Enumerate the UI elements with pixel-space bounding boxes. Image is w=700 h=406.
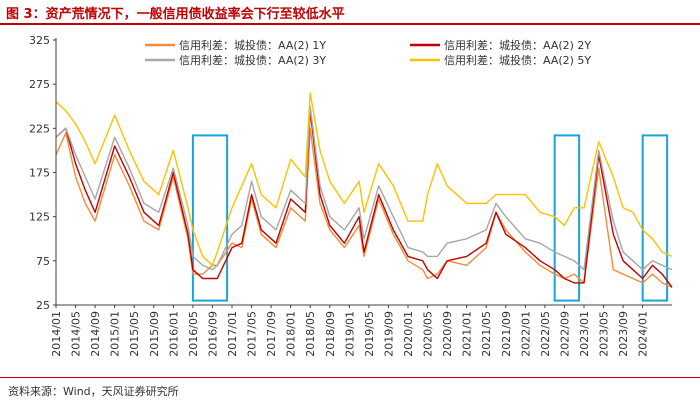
x-tick-label: 2014/01: [50, 311, 63, 357]
x-tick-label: 2017/09: [265, 311, 278, 357]
y-tick-label: 225: [29, 122, 50, 135]
x-tick-label: 2024/01: [637, 311, 650, 357]
x-tick-label: 2014/09: [89, 311, 102, 357]
legend-label-4: 信用利差：城投债：AA(2) 5Y: [444, 53, 591, 67]
y-tick-label: 175: [29, 167, 50, 180]
title-divider: [0, 23, 700, 25]
x-tick-label: 2017/01: [226, 311, 239, 357]
x-tick-label: 2023/09: [617, 311, 630, 357]
x-tick-label: 2020/09: [441, 311, 454, 357]
x-tick-label: 2019/05: [363, 311, 376, 357]
x-tick-label: 2022/05: [539, 311, 552, 357]
x-tick-label: 2021/09: [500, 311, 513, 357]
series-line-2: [55, 109, 673, 288]
x-tick-label: 2018/01: [285, 311, 298, 357]
x-tick-label: 2017/05: [246, 311, 259, 357]
legend-label-3: 信用利差：城投债：AA(2) 3Y: [179, 53, 326, 67]
highlight-boxes: [191, 134, 669, 302]
x-tick-label: 2016/01: [167, 311, 180, 357]
x-tick-label: 2016/09: [206, 311, 219, 357]
x-tick-label: 2020/01: [402, 311, 415, 357]
x-tick-label: 2014/05: [70, 311, 83, 357]
y-tick-label: 325: [29, 34, 50, 47]
x-tick-label: 2019/01: [343, 311, 356, 357]
x-tick-label: 2015/01: [109, 311, 122, 357]
x-tick-label: 2021/05: [480, 311, 493, 357]
series-line-3: [55, 105, 673, 271]
footer-divider: [0, 377, 700, 378]
series-line-1: [55, 127, 673, 288]
series-line-4: [55, 92, 673, 266]
legend-label-2: 信用利差：城投债：AA(2) 2Y: [444, 38, 591, 52]
y-tick-label: 275: [29, 78, 50, 91]
x-tick-label: 2022/09: [558, 311, 571, 357]
x-tick-label: 2020/05: [422, 311, 435, 357]
legend-label-1: 信用利差：城投债：AA(2) 1Y: [179, 38, 326, 52]
x-tick-label: 2023/01: [578, 311, 591, 357]
axes: 25 75 125 175 225 275 325 2014/01 2014/05 2014/09…: [29, 34, 672, 357]
source-note: 资料来源：Wind，天风证券研究所: [8, 385, 179, 398]
x-tick-label: 2022/01: [519, 311, 532, 357]
x-tick-label: 2016/05: [187, 311, 200, 357]
figure-title: 图 3：资产荒情况下，一般信用债收益率会下行至较低水平: [6, 7, 345, 22]
y-tick-label: 125: [29, 211, 50, 224]
y-tick-label: 75: [36, 255, 50, 268]
x-tick-label: 2015/09: [148, 311, 161, 357]
highlight-box-2: [553, 134, 581, 302]
x-tick-label: 2021/01: [461, 311, 474, 357]
x-tick-label: 2015/05: [128, 311, 141, 357]
x-tick-label: 2023/05: [598, 311, 611, 357]
series-lines: [55, 92, 673, 288]
y-tick-label: 25: [36, 299, 50, 312]
x-tick-label: 2019/09: [382, 311, 395, 357]
x-tick-label: 2018/09: [324, 311, 337, 357]
legend: 信用利差：城投债：AA(2) 1Y 信用利差：城投债：AA(2) 2Y信用利差：城…: [145, 38, 591, 67]
x-tick-label: 2018/05: [304, 311, 317, 357]
highlight-box-3: [641, 134, 669, 302]
highlight-box-1: [191, 134, 229, 302]
